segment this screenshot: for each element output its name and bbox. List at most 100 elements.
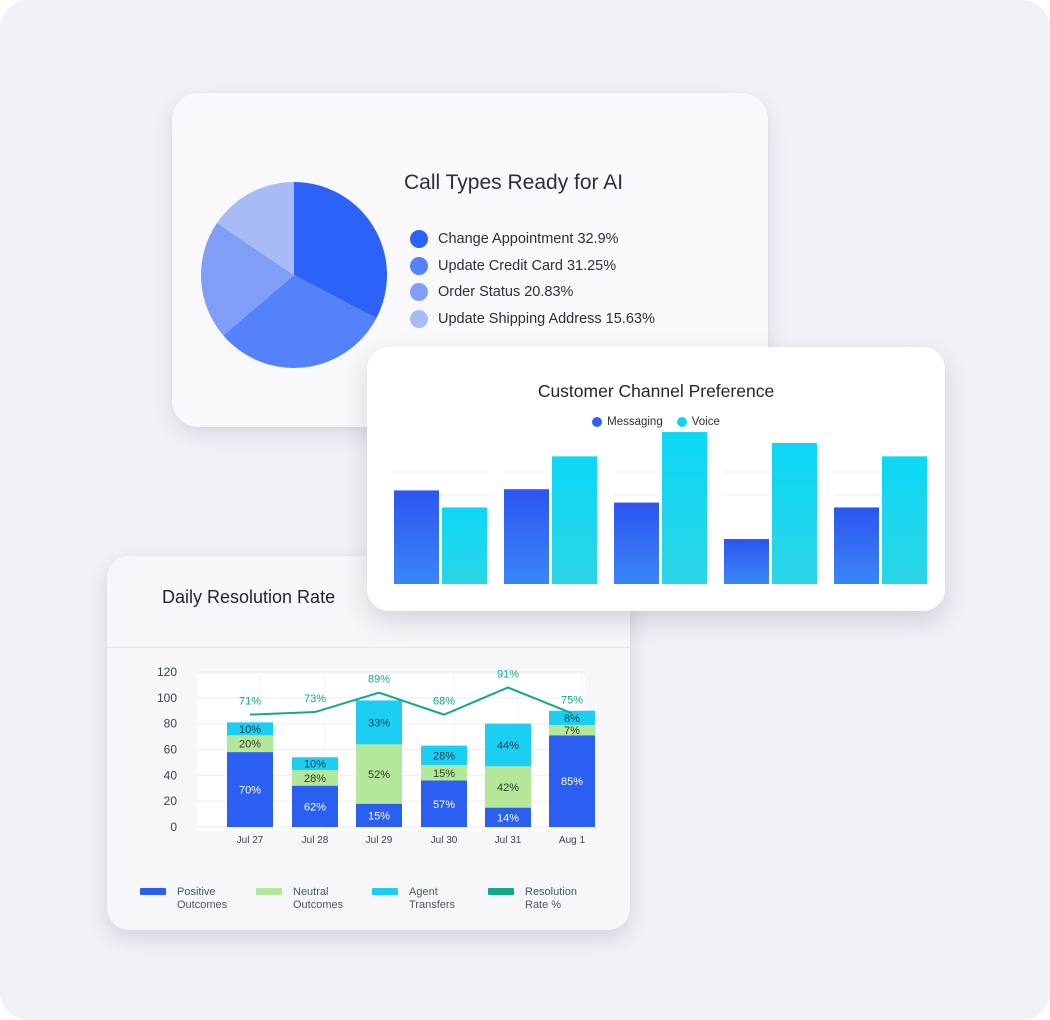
pie-legend-item: Update Credit Card 31.25% (410, 253, 655, 280)
bar-voice (442, 507, 487, 584)
pie-slice (201, 222, 294, 336)
segment-label: 20% (239, 739, 261, 751)
channel-preference-card: Customer Channel Preference Messaging Vo… (367, 347, 945, 611)
daily-resolution-chart: 0 20 40 60 80 100 120 70% 20% 10% Jul 27 62% 28% 10% J… (157, 665, 595, 846)
stack-segment (549, 735, 595, 827)
pie-legend-item: Order Status 20.83% (410, 279, 655, 306)
stack-segment (356, 803, 402, 827)
segment-label: 57% (433, 799, 455, 811)
pie-legend-label: Change Appointment 32.9% (438, 231, 619, 248)
resolution-line (249, 686, 573, 716)
legend-dot (410, 283, 428, 302)
x-tick-label: Jul 29 (366, 835, 393, 846)
y-tick-label: 40 (164, 768, 178, 782)
pie-legend-label: Update Credit Card 31.25% (438, 257, 617, 274)
call-types-pie (201, 182, 387, 368)
stack-segment (485, 807, 531, 827)
segment-label: 10% (304, 759, 326, 771)
pie-legend: Change Appointment 32.9% Update Credit C… (410, 226, 655, 332)
pie-slice (216, 182, 294, 275)
segment-label: 44% (497, 740, 519, 752)
stack-segment (356, 700, 402, 745)
segment-label: 70% (239, 785, 261, 797)
y-tick-label: 100 (157, 691, 177, 705)
stack-segment (292, 757, 338, 771)
line-label: 75% (561, 694, 583, 706)
stack-segment (485, 723, 531, 767)
segment-label: 52% (368, 769, 390, 781)
segment-label: 62% (304, 801, 326, 813)
daily-resolution-card: Daily Resolution Rate 0 20 40 60 80 100 120 70%… (107, 556, 630, 930)
segment-label: 10% (239, 724, 261, 736)
legend-swatch (488, 888, 514, 895)
stack-segment (549, 724, 595, 736)
line-label: 89% (368, 674, 390, 686)
stack-segment (549, 710, 595, 725)
legend-label: Neutral Outcomes (293, 886, 344, 911)
segment-label: 85% (561, 776, 583, 788)
divider (107, 647, 630, 648)
bar-voice (552, 456, 597, 584)
segment-label: 15% (433, 768, 455, 780)
segment-label: 8% (564, 713, 580, 725)
pie-legend-item: Update Shipping Address 15.63% (410, 306, 655, 333)
x-tick-label: Aug 1 (559, 835, 586, 846)
segment-label: 28% (304, 773, 326, 785)
stack-segment (227, 752, 273, 827)
bar-voice (772, 443, 817, 584)
bar-voice (882, 456, 927, 584)
legend-label: Messaging (607, 416, 663, 428)
y-tick-label: 20 (164, 794, 178, 808)
bar-voice (662, 432, 707, 584)
line-label: 91% (497, 669, 519, 681)
bar-messaging (724, 539, 769, 584)
legend-dot (410, 256, 428, 275)
bar-chart-title: Customer Channel Preference (537, 381, 775, 401)
line-label: 71% (239, 696, 261, 708)
legend-dot (676, 417, 687, 427)
segment-label: 28% (433, 750, 455, 762)
legend-label: Agent Transfers (409, 886, 456, 911)
segment-label: 33% (368, 717, 390, 729)
stack-segment (227, 722, 273, 736)
bar-messaging (834, 507, 879, 584)
bar-messaging (394, 490, 439, 584)
pie-legend-item: Change Appointment 32.9% (410, 226, 655, 253)
pie-slice (223, 275, 377, 368)
legend-swatch (372, 888, 398, 895)
legend-dot (592, 417, 603, 427)
legend-item-messaging: Messaging (592, 416, 663, 428)
legend-dot (410, 230, 428, 249)
y-tick-label: 80 (164, 717, 178, 731)
stack-segment (292, 785, 338, 827)
pie-slice (294, 182, 387, 319)
segment-label: 42% (497, 782, 519, 794)
segment-label: 14% (497, 812, 519, 824)
x-tick-label: Jul 28 (302, 835, 329, 846)
stack-segment (421, 765, 467, 781)
line-label: 68% (433, 696, 455, 708)
legend-label: Voice (691, 416, 720, 428)
y-tick-label: 60 (164, 743, 178, 757)
legend-item-voice: Voice (676, 416, 720, 428)
pie-legend-label: Order Status 20.83% (438, 284, 574, 301)
stack-chart-title: Daily Resolution Rate (162, 587, 336, 607)
legend-dot (410, 309, 428, 328)
y-tick-label: 0 (170, 820, 177, 834)
line-label: 73% (304, 693, 326, 705)
segment-label: 7% (564, 725, 580, 737)
stack-segment (227, 735, 273, 753)
legend-swatch (256, 888, 282, 895)
stack-segment (292, 770, 338, 786)
y-tick-label: 120 (157, 665, 177, 679)
segment-label: 15% (368, 810, 390, 822)
x-tick-label: Jul 31 (495, 835, 522, 846)
x-tick-label: Jul 27 (237, 835, 264, 846)
bar-messaging (504, 489, 549, 584)
stack-segment (421, 745, 467, 765)
stack-segment (356, 744, 402, 804)
stack-segment (485, 766, 531, 808)
pie-legend-label: Update Shipping Address 15.63% (438, 310, 655, 327)
legend-label: Positive Outcomes (177, 886, 228, 911)
